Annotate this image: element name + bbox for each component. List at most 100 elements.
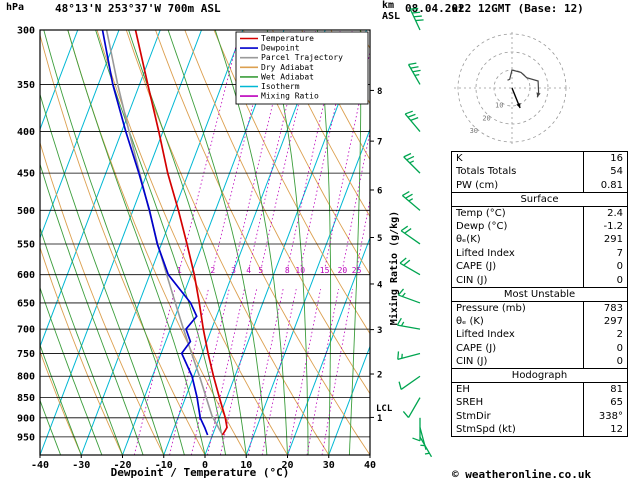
table-row: SREH 65 xyxy=(451,396,628,410)
svg-text:1: 1 xyxy=(377,414,382,424)
table-row: StmSpd (kt) 12 xyxy=(451,423,628,437)
index-label: PW (cm) xyxy=(451,178,584,192)
svg-text:-30: -30 xyxy=(72,460,90,471)
index-value: 338° xyxy=(598,410,623,422)
svg-text:Parcel Trajectory: Parcel Trajectory xyxy=(261,53,343,62)
svg-text:450: 450 xyxy=(17,169,35,180)
index-label: Pressure (mb) xyxy=(451,301,584,315)
svg-text:Mixing Ratio: Mixing Ratio xyxy=(261,92,319,101)
index-label: Lifted Index xyxy=(451,246,584,260)
svg-text:300: 300 xyxy=(17,26,35,37)
svg-text:10: 10 xyxy=(240,460,252,471)
svg-text:Dry Adiabat: Dry Adiabat xyxy=(261,63,314,72)
svg-text:-10: -10 xyxy=(155,460,173,471)
index-label: θₑ (K) xyxy=(451,314,584,328)
svg-text:850: 850 xyxy=(17,393,35,404)
table-row: Lifted Index 2 xyxy=(451,328,628,342)
hodograph-ring-label: 10 xyxy=(495,102,503,110)
svg-text:Dewpoint: Dewpoint xyxy=(261,44,300,53)
datetime-title: 08.04.2022 12GMT (Base: 12) xyxy=(405,2,584,15)
profile-curves xyxy=(101,30,228,436)
hodograph-ring xyxy=(475,51,549,125)
table-row: CAPE (J) 0 xyxy=(451,260,628,274)
table-row: CIN (J) 0 xyxy=(451,355,628,369)
svg-text:15: 15 xyxy=(320,266,330,275)
svg-text:950: 950 xyxy=(17,432,35,443)
svg-text:2: 2 xyxy=(210,266,215,275)
svg-text:3: 3 xyxy=(231,266,236,275)
svg-text:700: 700 xyxy=(17,325,35,336)
svg-text:5: 5 xyxy=(258,266,263,275)
index-value: 54 xyxy=(610,166,623,178)
index-value: -1.2 xyxy=(603,220,623,232)
index-value: 2.4 xyxy=(607,207,623,219)
temperature-axis-title: Dewpoint / Temperature (°C) xyxy=(110,466,290,479)
pressure-tick-labels: 300 350 400 450 500 550 600 650 700 750 800 850 900 9… xyxy=(17,26,35,444)
table-row: K 16 xyxy=(451,151,628,165)
temperature-curve xyxy=(134,30,228,436)
hodograph-ring xyxy=(457,33,567,143)
table-section-header: Surface xyxy=(451,191,628,207)
station-location-title: 48°13'N 253°37'W 700m ASL xyxy=(55,2,221,15)
index-value: 0 xyxy=(616,356,623,367)
parcel-curve xyxy=(105,30,224,436)
svg-text:7: 7 xyxy=(377,138,382,148)
table-row: EH 81 xyxy=(451,382,628,396)
height-axis-unit: km ASL xyxy=(382,0,400,22)
index-label: StmSpd (kt) xyxy=(451,423,584,437)
index-label: CIN (J) xyxy=(451,355,584,369)
index-value: 16 xyxy=(610,153,623,164)
index-label: θₑ(K) xyxy=(451,233,584,247)
svg-text:25: 25 xyxy=(352,266,362,275)
svg-text:750: 750 xyxy=(17,349,35,360)
index-value: 783 xyxy=(603,302,623,314)
temp-tick-labels: -40 -30 -20 -10 0 10 20 30 40 xyxy=(31,455,376,471)
index-label: K xyxy=(451,151,584,165)
svg-text:8: 8 xyxy=(285,266,290,275)
index-value: 0.81 xyxy=(600,179,623,191)
svg-text:0: 0 xyxy=(202,460,208,471)
hodograph-ring-label: 30 xyxy=(470,127,478,135)
wind-barbs xyxy=(396,7,433,458)
svg-text:30: 30 xyxy=(323,460,335,471)
plot-border xyxy=(39,29,371,456)
index-value: 65 xyxy=(610,397,623,409)
svg-text:-40: -40 xyxy=(31,460,49,471)
index-value: 0 xyxy=(616,261,623,273)
index-label: SREH xyxy=(451,396,584,410)
svg-text:-20: -20 xyxy=(113,460,131,471)
index-label: Totals Totals xyxy=(451,165,584,179)
index-value: 7 xyxy=(616,247,623,259)
svg-text:1: 1 xyxy=(177,266,182,275)
index-value: 81 xyxy=(610,384,623,395)
index-label: CAPE (J) xyxy=(451,260,584,274)
km-unit-label: km xyxy=(382,0,395,11)
svg-text:3: 3 xyxy=(377,326,382,336)
index-label: Temp (°C) xyxy=(451,206,584,220)
svg-text:Isotherm: Isotherm xyxy=(261,82,300,91)
table-section-header-row: Most Unstable xyxy=(451,286,628,302)
svg-text:800: 800 xyxy=(17,372,35,383)
mixing-ratio-axis-title: Mixing Ratio (g/kg) xyxy=(389,210,400,326)
svg-text:5: 5 xyxy=(377,234,382,244)
table-row: θₑ(K) 291 xyxy=(451,233,628,247)
svg-text:4: 4 xyxy=(377,280,383,290)
table-section-header: Most Unstable xyxy=(451,286,628,302)
asl-unit-label: ASL xyxy=(382,11,401,22)
svg-text:900: 900 xyxy=(17,413,35,424)
svg-text:550: 550 xyxy=(17,239,35,250)
svg-text:20: 20 xyxy=(338,266,348,275)
table-row: θₑ (K) 297 xyxy=(451,314,628,328)
sounding-plot: 1 2 3 4 5 8 10 15 20 2530035040045050055060065070… xyxy=(17,7,433,471)
index-value: 12 xyxy=(610,424,623,435)
table-row: Lifted Index 7 xyxy=(451,246,628,260)
table-section-header-row: Hodograph xyxy=(451,368,628,383)
svg-text:8: 8 xyxy=(377,87,382,97)
table-row: Pressure (mb) 783 xyxy=(451,301,628,315)
indices-table: K 16 Totals Totals 54 PW (cm) 0.81 Surface Temp… xyxy=(451,151,628,437)
table-row: Temp (°C) 2.4 xyxy=(451,206,628,220)
index-label: StmDir xyxy=(451,409,584,423)
svg-text:500: 500 xyxy=(17,206,35,217)
